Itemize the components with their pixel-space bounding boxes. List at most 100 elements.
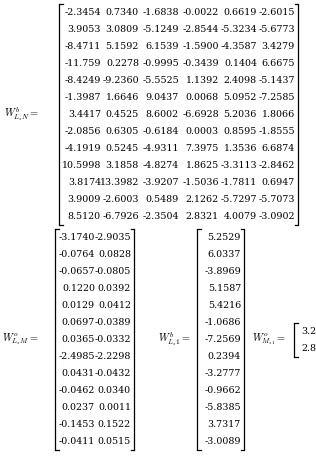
Text: 0.6305: 0.6305 [106,127,139,136]
Text: 0.2278: 0.2278 [106,59,139,68]
Text: 0.0340: 0.0340 [98,386,131,395]
Text: -6.6928: -6.6928 [182,110,219,119]
Text: -11.759: -11.759 [64,59,101,68]
Text: $W^o_{M_{s1}}=$: $W^o_{M_{s1}}=$ [252,331,286,348]
Text: 0.0003: 0.0003 [186,127,219,136]
Text: -5.7073: -5.7073 [258,195,295,204]
Text: -7.2569: -7.2569 [204,335,241,344]
Text: 0.0515: 0.0515 [98,437,131,446]
Text: -2.3454: -2.3454 [64,8,101,17]
Text: $W^b_{L_sN}=$: $W^b_{L_sN}=$ [4,106,40,124]
Text: -0.6184: -0.6184 [143,127,179,136]
Text: -0.0764: -0.0764 [59,250,95,259]
Text: 3.2143: 3.2143 [301,326,316,336]
Text: -1.7811: -1.7811 [221,178,257,187]
Text: 5.2036: 5.2036 [224,110,257,119]
Text: -4.9311: -4.9311 [143,144,179,153]
Text: 0.0697: 0.0697 [62,318,95,327]
Text: -3.3113: -3.3113 [220,161,257,170]
Text: 1.8066: 1.8066 [262,110,295,119]
Text: 0.0011: 0.0011 [98,403,131,412]
Text: -3.8969: -3.8969 [204,267,241,276]
Text: 3.0809: 3.0809 [106,25,139,34]
Text: $W^b_{L_s1}=$: $W^b_{L_s1}=$ [158,331,191,349]
Text: -3.0902: -3.0902 [258,212,295,221]
Text: 0.0237: 0.0237 [62,403,95,412]
Text: -5.3234: -5.3234 [220,25,257,34]
Text: -0.3439: -0.3439 [182,59,219,68]
Text: -1.3987: -1.3987 [64,93,101,102]
Text: 0.0068: 0.0068 [186,93,219,102]
Text: -0.0022: -0.0022 [183,8,219,17]
Text: 5.1587: 5.1587 [208,284,241,293]
Text: -2.9035: -2.9035 [94,233,131,242]
Text: 0.0392: 0.0392 [98,284,131,293]
Text: -0.1453: -0.1453 [58,420,95,429]
Text: 3.1858: 3.1858 [106,161,139,170]
Text: -1.5900: -1.5900 [183,42,219,51]
Text: -0.0389: -0.0389 [94,318,131,327]
Text: -5.6773: -5.6773 [258,25,295,34]
Text: -6.7926: -6.7926 [102,212,139,221]
Text: 9.0437: 9.0437 [146,93,179,102]
Text: 13.3982: 13.3982 [100,178,139,187]
Text: 8.6002: 8.6002 [146,110,179,119]
Text: -3.1740: -3.1740 [59,233,95,242]
Text: 3.4279: 3.4279 [262,42,295,51]
Text: 10.5998: 10.5998 [62,161,101,170]
Text: -7.2585: -7.2585 [258,93,295,102]
Text: 0.0365: 0.0365 [62,335,95,344]
Text: -5.8385: -5.8385 [204,403,241,412]
Text: -0.0462: -0.0462 [59,386,95,395]
Text: 3.4417: 3.4417 [68,110,101,119]
Text: -2.8462: -2.8462 [258,161,295,170]
Text: 0.0431: 0.0431 [62,369,95,378]
Text: -2.2298: -2.2298 [94,352,131,361]
Text: 0.0129: 0.0129 [62,301,95,310]
Text: -8.4711: -8.4711 [65,42,101,51]
Text: 2.4098: 2.4098 [224,76,257,85]
Text: 1.6646: 1.6646 [106,93,139,102]
Text: 5.1592: 5.1592 [106,42,139,51]
Text: 8.5120: 8.5120 [68,212,101,221]
Text: -9.2360: -9.2360 [102,76,139,85]
Text: -0.9995: -0.9995 [142,59,179,68]
Text: 0.6947: 0.6947 [262,178,295,187]
Text: -0.0805: -0.0805 [94,267,131,276]
Text: 0.5245: 0.5245 [106,144,139,153]
Text: -5.1437: -5.1437 [258,76,295,85]
Text: -0.0332: -0.0332 [94,335,131,344]
Text: 1.8625: 1.8625 [186,161,219,170]
Text: 0.6619: 0.6619 [224,8,257,17]
Text: 1.3536: 1.3536 [223,144,257,153]
Text: -5.1249: -5.1249 [143,25,179,34]
Text: -2.8544: -2.8544 [183,25,219,34]
Text: 0.5489: 0.5489 [146,195,179,204]
Text: -4.3587: -4.3587 [221,42,257,51]
Text: 0.0828: 0.0828 [98,250,131,259]
Text: 0.7340: 0.7340 [106,8,139,17]
Text: 0.2394: 0.2394 [208,352,241,361]
Text: -0.0657: -0.0657 [58,267,95,276]
Text: 5.4216: 5.4216 [208,301,241,310]
Text: 3.7317: 3.7317 [208,420,241,429]
Text: 6.0337: 6.0337 [208,250,241,259]
Text: -1.8555: -1.8555 [258,127,295,136]
Text: 0.1220: 0.1220 [62,284,95,293]
Text: -4.8274: -4.8274 [143,161,179,170]
Text: 5.0952: 5.0952 [224,93,257,102]
Text: 1.1392: 1.1392 [186,76,219,85]
Text: -5.7297: -5.7297 [221,195,257,204]
Text: -5.5525: -5.5525 [142,76,179,85]
Text: -1.6838: -1.6838 [143,8,179,17]
Text: 2.1262: 2.1262 [186,195,219,204]
Text: -2.6015: -2.6015 [258,8,295,17]
Text: 3.9053: 3.9053 [68,25,101,34]
Text: -2.3504: -2.3504 [143,212,179,221]
Text: 0.1404: 0.1404 [224,59,257,68]
Text: 0.1522: 0.1522 [98,420,131,429]
Text: -0.0432: -0.0432 [94,369,131,378]
Text: -2.4985: -2.4985 [58,352,95,361]
Text: -3.2777: -3.2777 [205,369,241,378]
Text: 3.8174: 3.8174 [68,178,101,187]
